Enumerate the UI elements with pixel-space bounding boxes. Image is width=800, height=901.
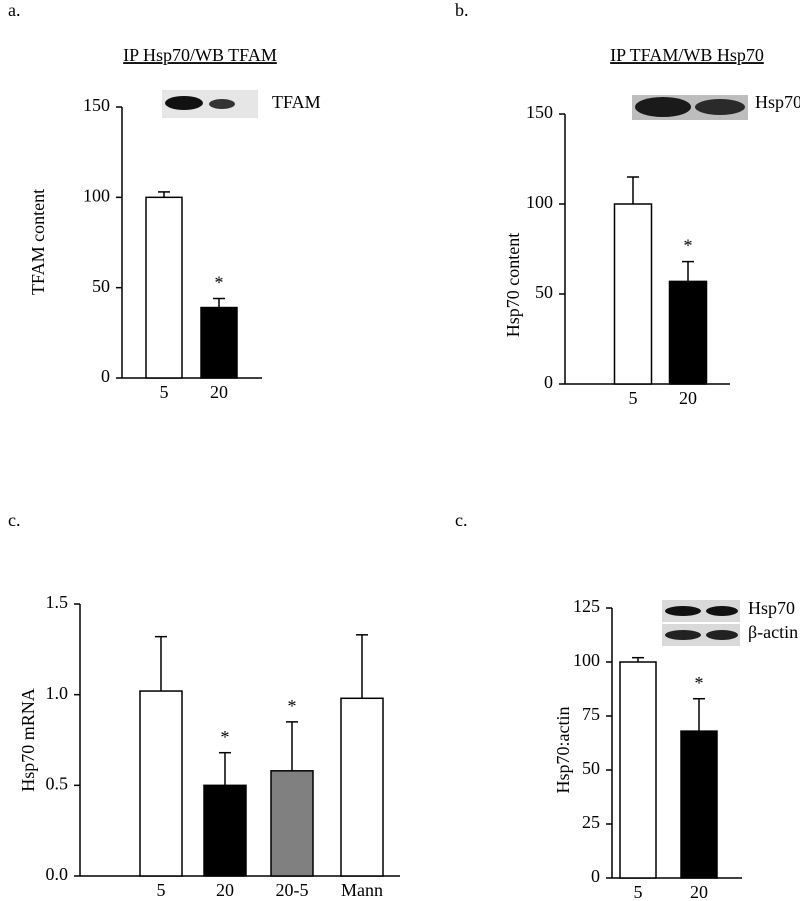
x-tick-label: 5: [157, 880, 166, 900]
panel-label: c.: [455, 510, 468, 530]
y-tick-label: 0.5: [46, 773, 69, 793]
y-tick-label: 0.0: [46, 864, 69, 884]
x-tick-label: 20: [690, 882, 708, 901]
bar: [613, 203, 653, 385]
x-tick-label: 5: [634, 882, 643, 901]
y-tick-label: 100: [526, 192, 553, 212]
blot-label: TFAM: [272, 92, 321, 112]
y-axis-label: Hsp70:actin: [553, 707, 573, 794]
chart-title: IP TFAM/WB Hsp70: [610, 45, 764, 65]
panel-label: c.: [8, 510, 21, 530]
y-tick-label: 0: [591, 866, 600, 886]
y-tick-label: 1.0: [46, 683, 69, 703]
x-tick-label: 20: [210, 382, 228, 402]
y-tick-label: 50: [92, 276, 110, 296]
x-tick-label: 20-5: [276, 880, 309, 900]
y-tick-label: 150: [83, 95, 110, 115]
y-tick-label: 125: [573, 596, 600, 616]
blot-d: [662, 600, 740, 646]
y-tick-label: 100: [83, 185, 110, 205]
y-tick-label: 0: [101, 366, 110, 386]
y-tick-label: 50: [582, 758, 600, 778]
y-axis-label: TFAM content: [28, 189, 48, 295]
blot-label: Hsp70: [755, 92, 800, 112]
bar: [668, 280, 708, 385]
bar: [145, 196, 183, 379]
x-tick-label: 20: [216, 880, 234, 900]
bar: [340, 697, 384, 877]
bar: [139, 690, 183, 877]
y-tick-label: 0: [544, 372, 553, 392]
y-tick-label: 75: [582, 704, 600, 724]
x-tick-label: 5: [160, 382, 169, 402]
blot-label: Hsp70: [748, 598, 795, 618]
significance-label: *: [684, 236, 693, 256]
significance-label: *: [288, 696, 297, 716]
x-tick-label: 5: [629, 388, 638, 408]
y-tick-label: 50: [535, 282, 553, 302]
bar: [203, 784, 247, 877]
x-tick-label: 20: [679, 388, 697, 408]
bar: [619, 661, 657, 879]
y-axis-label: Hsp70 mRNA: [18, 688, 38, 792]
y-tick-label: 150: [526, 102, 553, 122]
bar: [200, 306, 238, 379]
blot-label: β-actin: [748, 622, 798, 642]
chart-title: IP Hsp70/WB TFAM: [123, 45, 277, 65]
y-tick-label: 1.5: [46, 592, 69, 612]
y-tick-label: 100: [573, 650, 600, 670]
panel-label: b.: [455, 0, 469, 20]
y-tick-label: 25: [582, 812, 600, 832]
x-tick-label: Mann: [341, 880, 383, 900]
significance-label: *: [215, 273, 224, 293]
blot-a: [162, 90, 258, 118]
significance-label: *: [695, 673, 704, 693]
blot-b: [632, 95, 748, 120]
y-axis-label: Hsp70 content: [503, 233, 523, 337]
bar: [270, 770, 314, 877]
bar: [680, 730, 718, 879]
significance-label: *: [221, 727, 230, 747]
panel-label: a.: [8, 0, 21, 20]
